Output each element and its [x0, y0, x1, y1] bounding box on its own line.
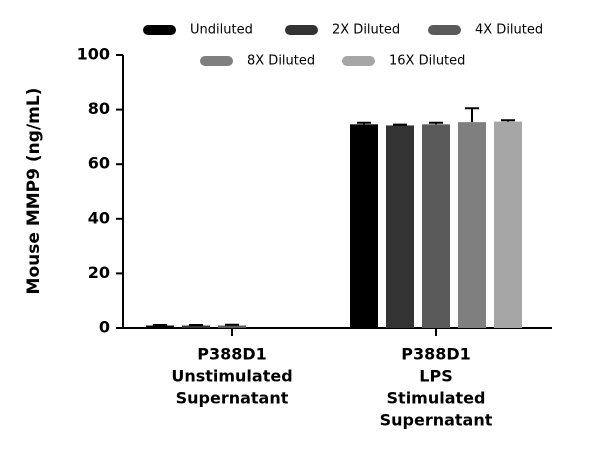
- y-tick-label: 100: [77, 45, 110, 64]
- error-bar: [357, 121, 371, 125]
- legend-label: 2X Diluted: [332, 23, 400, 38]
- x-tick-label: Stimulated: [387, 389, 486, 408]
- legend-swatch: [143, 25, 176, 35]
- error-bar: [225, 323, 239, 326]
- legend-label: Undiluted: [190, 23, 253, 38]
- legend-swatch: [428, 25, 461, 35]
- y-tick-label: 0: [99, 318, 110, 337]
- x-tick-label: P388D1: [401, 345, 471, 364]
- error-bar: [393, 123, 407, 126]
- bar: [458, 122, 486, 329]
- legend-label: 8X Diluted: [247, 54, 315, 69]
- legend-label: 16X Diluted: [389, 54, 465, 69]
- x-tick-label: LPS: [419, 367, 452, 386]
- x-tick-label: Supernatant: [176, 389, 289, 408]
- x-tick-label: Unstimulated: [171, 367, 292, 386]
- legend-label: 4X Diluted: [475, 23, 543, 38]
- bar: [182, 325, 210, 328]
- bar: [422, 124, 450, 328]
- error-bar: [465, 107, 479, 123]
- x-tick-label: P388D1: [197, 345, 267, 364]
- error-bar: [501, 119, 515, 122]
- error-bar: [429, 121, 443, 125]
- legend-swatch: [200, 56, 233, 66]
- bar: [218, 325, 246, 328]
- y-tick-label: 60: [88, 154, 110, 173]
- bar: [386, 125, 414, 329]
- y-tick-label: 80: [88, 99, 110, 118]
- bar: [494, 121, 522, 328]
- bar: [350, 124, 378, 328]
- y-axis-label: Mouse MMP9 (ng/mL): [24, 88, 44, 295]
- y-tick-label: 40: [88, 208, 110, 227]
- legend-swatch: [285, 25, 318, 35]
- legend-swatch: [342, 56, 375, 66]
- bar: [146, 325, 174, 328]
- x-tick-label: Supernatant: [380, 411, 493, 430]
- error-bar: [153, 323, 167, 326]
- y-tick-label: 20: [88, 263, 110, 282]
- error-bar: [189, 323, 203, 326]
